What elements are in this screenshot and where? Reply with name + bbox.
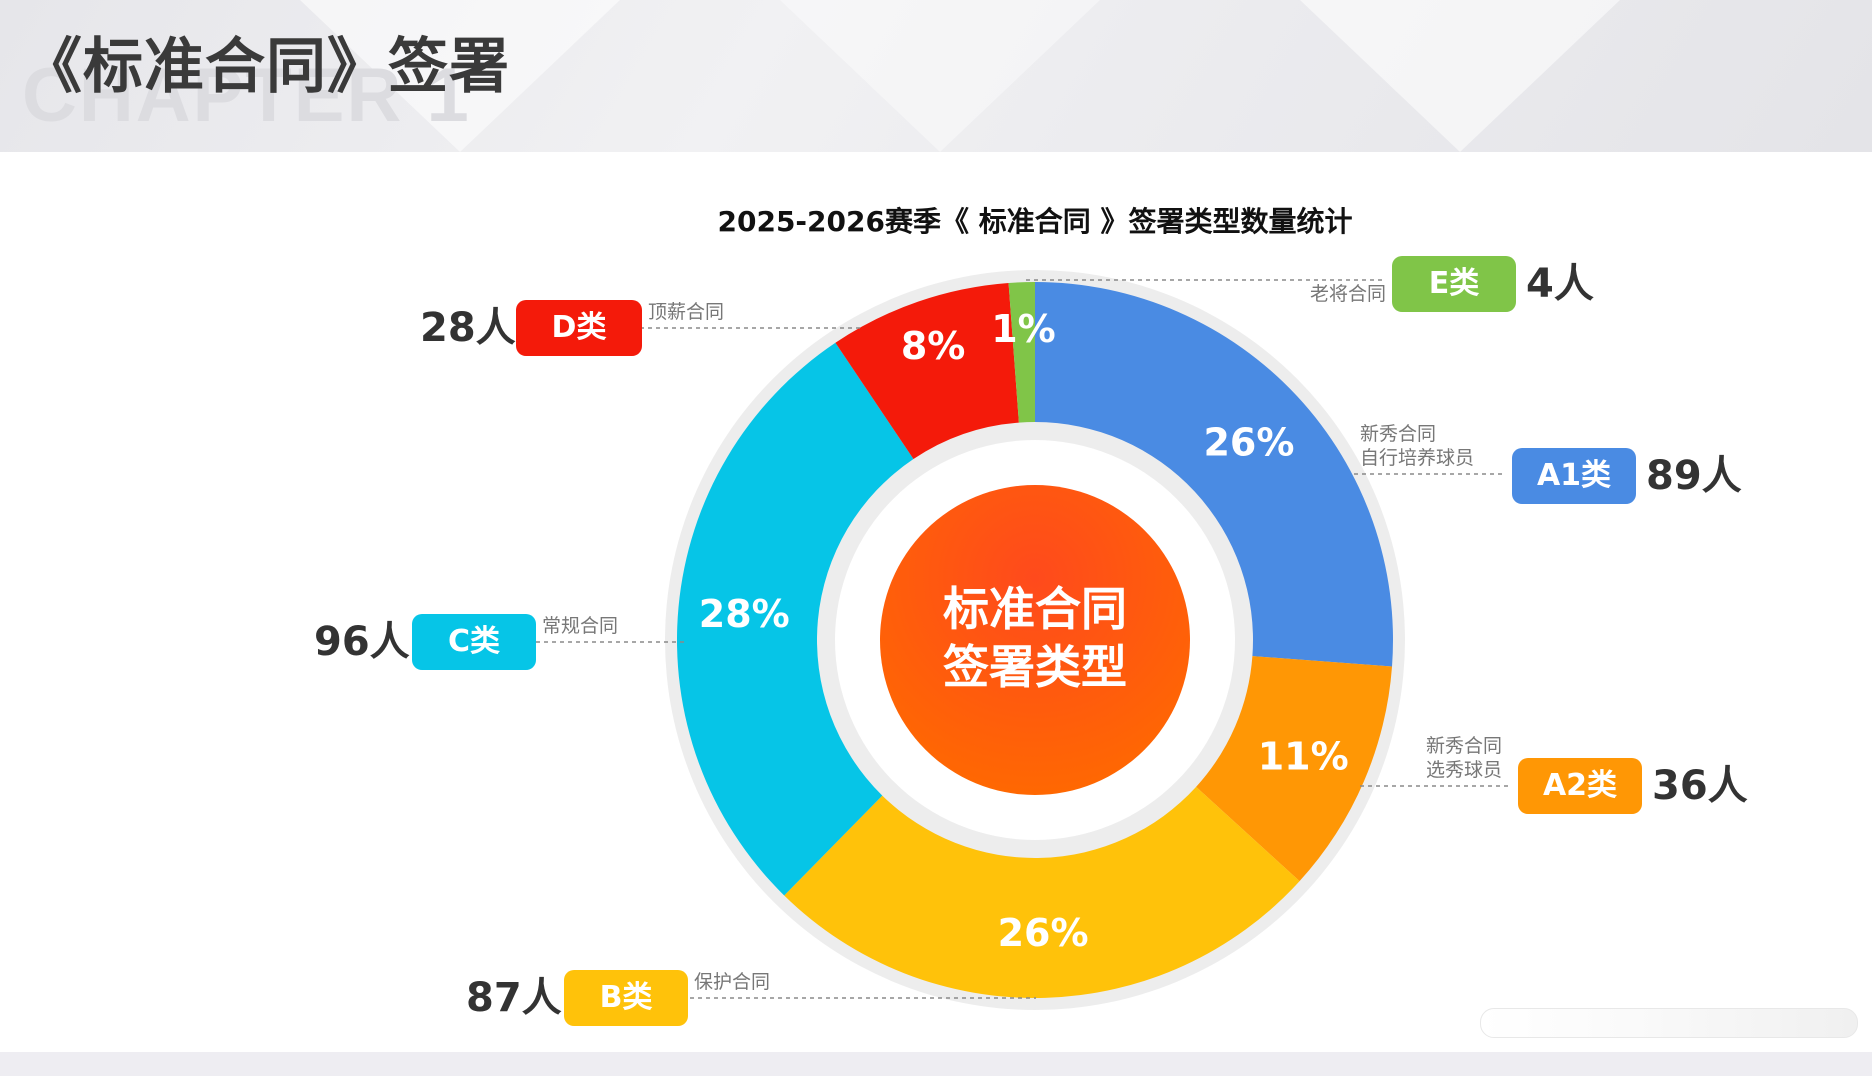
donut-slice-A2类 xyxy=(1196,656,1393,882)
percent-label-A1类: 26% xyxy=(1203,420,1294,464)
badge-b: B类 xyxy=(564,970,688,1026)
desc-a2-line: 选秀球员 xyxy=(1426,759,1503,781)
count-label-a1: 89人 xyxy=(1646,453,1742,499)
header-decoration xyxy=(300,0,620,152)
header-banner: CHAPTER 1 《标准合同》签署 xyxy=(0,0,1872,152)
center-label-line: 签署类型 xyxy=(943,640,1127,694)
badge-a1: A1类 xyxy=(1512,448,1636,504)
count-label-b: 87人 xyxy=(466,975,562,1021)
center-circle xyxy=(880,485,1190,795)
count-label-d: 28人 xyxy=(420,305,516,351)
count-label-c: 96人 xyxy=(314,619,410,665)
donut-slice-A1类 xyxy=(1035,282,1393,667)
bottom-strip xyxy=(0,1052,1872,1076)
badge-e: E类 xyxy=(1392,256,1516,312)
count-label-a2: 36人 xyxy=(1652,763,1748,809)
donut-slice-D类 xyxy=(835,282,1019,460)
percent-label-D类: 8% xyxy=(901,324,966,368)
desc-b: 保护合同 xyxy=(694,971,771,993)
donut-slice-C类 xyxy=(677,342,914,896)
badge-c: C类 xyxy=(412,614,536,670)
desc-d: 顶薪合同 xyxy=(648,301,725,323)
percent-label-C类: 28% xyxy=(699,592,790,636)
header-decoration xyxy=(1300,0,1620,152)
desc-e: 老将合同 xyxy=(1309,283,1386,305)
desc-a1: 新秀合同 自行培养球员 xyxy=(1360,422,1506,470)
desc-a1-line: 自行培养球员 xyxy=(1360,447,1475,469)
percent-label-E类: 1% xyxy=(991,307,1056,351)
center-label-line: 标准合同 xyxy=(943,582,1127,636)
desc-c: 常规合同 xyxy=(542,615,619,637)
donut-slice-E类 xyxy=(1008,282,1035,423)
percent-label-A2类: 11% xyxy=(1258,734,1349,778)
center-label: 标准合同 签署类型 xyxy=(880,580,1190,696)
chapter-watermark: CHAPTER 1 xyxy=(22,53,471,138)
chart-title: 2025-2026赛季《 标准合同 》签署类型数量统计 xyxy=(717,205,1353,238)
donut-slice-B类 xyxy=(784,786,1300,998)
page-title: 《标准合同》签署 xyxy=(22,32,510,102)
desc-a1-line: 新秀合同 xyxy=(1360,423,1437,445)
count-label-e: 4人 xyxy=(1526,261,1594,307)
percent-label-B类: 26% xyxy=(998,911,1089,955)
badge-d: D类 xyxy=(516,300,642,356)
scroll-indicator xyxy=(1480,1008,1858,1038)
desc-a2-line: 新秀合同 xyxy=(1426,735,1503,757)
header-decoration xyxy=(780,0,1100,152)
desc-a2: 新秀合同 选秀球员 xyxy=(1426,734,1502,782)
badge-a2: A2类 xyxy=(1518,758,1642,814)
